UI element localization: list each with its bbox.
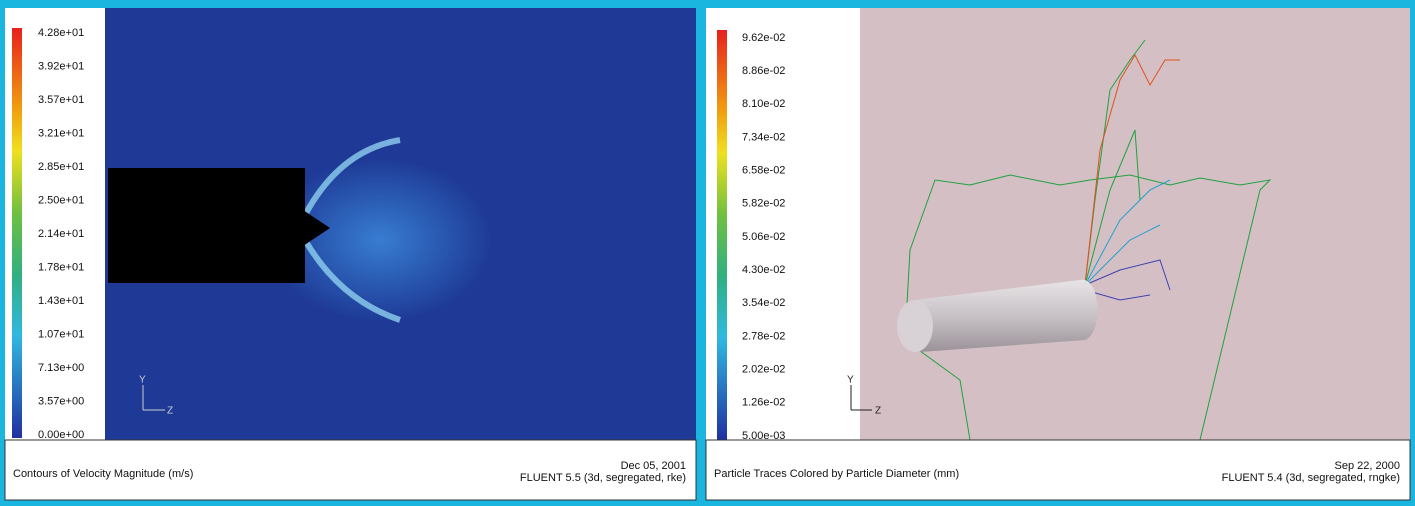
legend-label: 9.62e-02 bbox=[742, 32, 785, 44]
trace bbox=[1084, 129, 1141, 286]
body bbox=[108, 168, 305, 283]
colorbar bbox=[12, 28, 22, 438]
legend-label: 8.86e-02 bbox=[742, 65, 785, 77]
trace bbox=[1084, 224, 1161, 286]
version: FLUENT 5.4 (3d, segregated, rngke) bbox=[1222, 472, 1400, 484]
legend-label: 5.06e-02 bbox=[742, 231, 785, 243]
legend-label: 2.02e-02 bbox=[742, 364, 785, 376]
colorbar bbox=[717, 30, 727, 440]
legend-label: 1.78e+01 bbox=[38, 261, 84, 273]
caption-box bbox=[4, 439, 697, 501]
nozzle bbox=[303, 210, 330, 246]
right-panel bbox=[705, 8, 1411, 501]
legend-label: 4.30e-02 bbox=[742, 264, 785, 276]
trace bbox=[1084, 179, 1171, 286]
legend-label: 3.54e-02 bbox=[742, 297, 785, 309]
legend-label: 7.34e-02 bbox=[742, 131, 785, 143]
caption: Contours of Velocity Magnitude (m/s) bbox=[13, 468, 193, 480]
legend-label: 2.78e-02 bbox=[742, 330, 785, 342]
left-panel bbox=[4, 8, 697, 501]
axis-label: Y bbox=[847, 375, 854, 386]
legend-label: 1.43e+01 bbox=[38, 295, 84, 307]
version: FLUENT 5.5 (3d, segregated, rke) bbox=[520, 472, 686, 484]
legend-label: 8.10e-02 bbox=[742, 98, 785, 110]
caption-box bbox=[705, 439, 1411, 501]
trace bbox=[904, 174, 1272, 441]
jet-lower bbox=[302, 238, 401, 323]
legend-label: 1.07e+01 bbox=[38, 328, 84, 340]
legend-label: 6.58e-02 bbox=[742, 165, 785, 177]
legend-label: 7.13e+00 bbox=[38, 362, 84, 374]
date: Sep 22, 2000 bbox=[1335, 460, 1400, 472]
trace bbox=[1084, 259, 1171, 291]
legend-label: 5.82e-02 bbox=[742, 198, 785, 210]
legend-label: 3.57e+00 bbox=[38, 395, 84, 407]
legend-label: 1.26e-02 bbox=[742, 397, 785, 409]
axis-label: Z bbox=[167, 406, 173, 417]
caption: Particle Traces Colored by Particle Diam… bbox=[714, 468, 959, 480]
trace bbox=[1084, 289, 1151, 301]
legend-label: 0.00e+00 bbox=[38, 429, 84, 441]
legend-label: 3.92e+01 bbox=[38, 60, 84, 72]
cylinder bbox=[915, 279, 1098, 352]
legend-label: 4.28e+01 bbox=[38, 27, 84, 39]
cylinder-end bbox=[897, 300, 933, 352]
legend-label: 2.14e+01 bbox=[38, 228, 84, 240]
jet-upper bbox=[302, 137, 401, 217]
contour-region bbox=[270, 160, 490, 320]
legend-label: 3.57e+01 bbox=[38, 94, 84, 106]
legend-label: 2.85e+01 bbox=[38, 161, 84, 173]
legend-label: 3.21e+01 bbox=[38, 127, 84, 139]
legend-label: 5.00e-03 bbox=[742, 430, 785, 442]
axis-label: Y bbox=[139, 375, 146, 386]
axis-label: Z bbox=[875, 406, 881, 417]
scene-bg bbox=[860, 8, 1410, 440]
date: Dec 05, 2001 bbox=[621, 460, 686, 472]
legend-label: 2.50e+01 bbox=[38, 194, 84, 206]
trace bbox=[1084, 53, 1180, 286]
